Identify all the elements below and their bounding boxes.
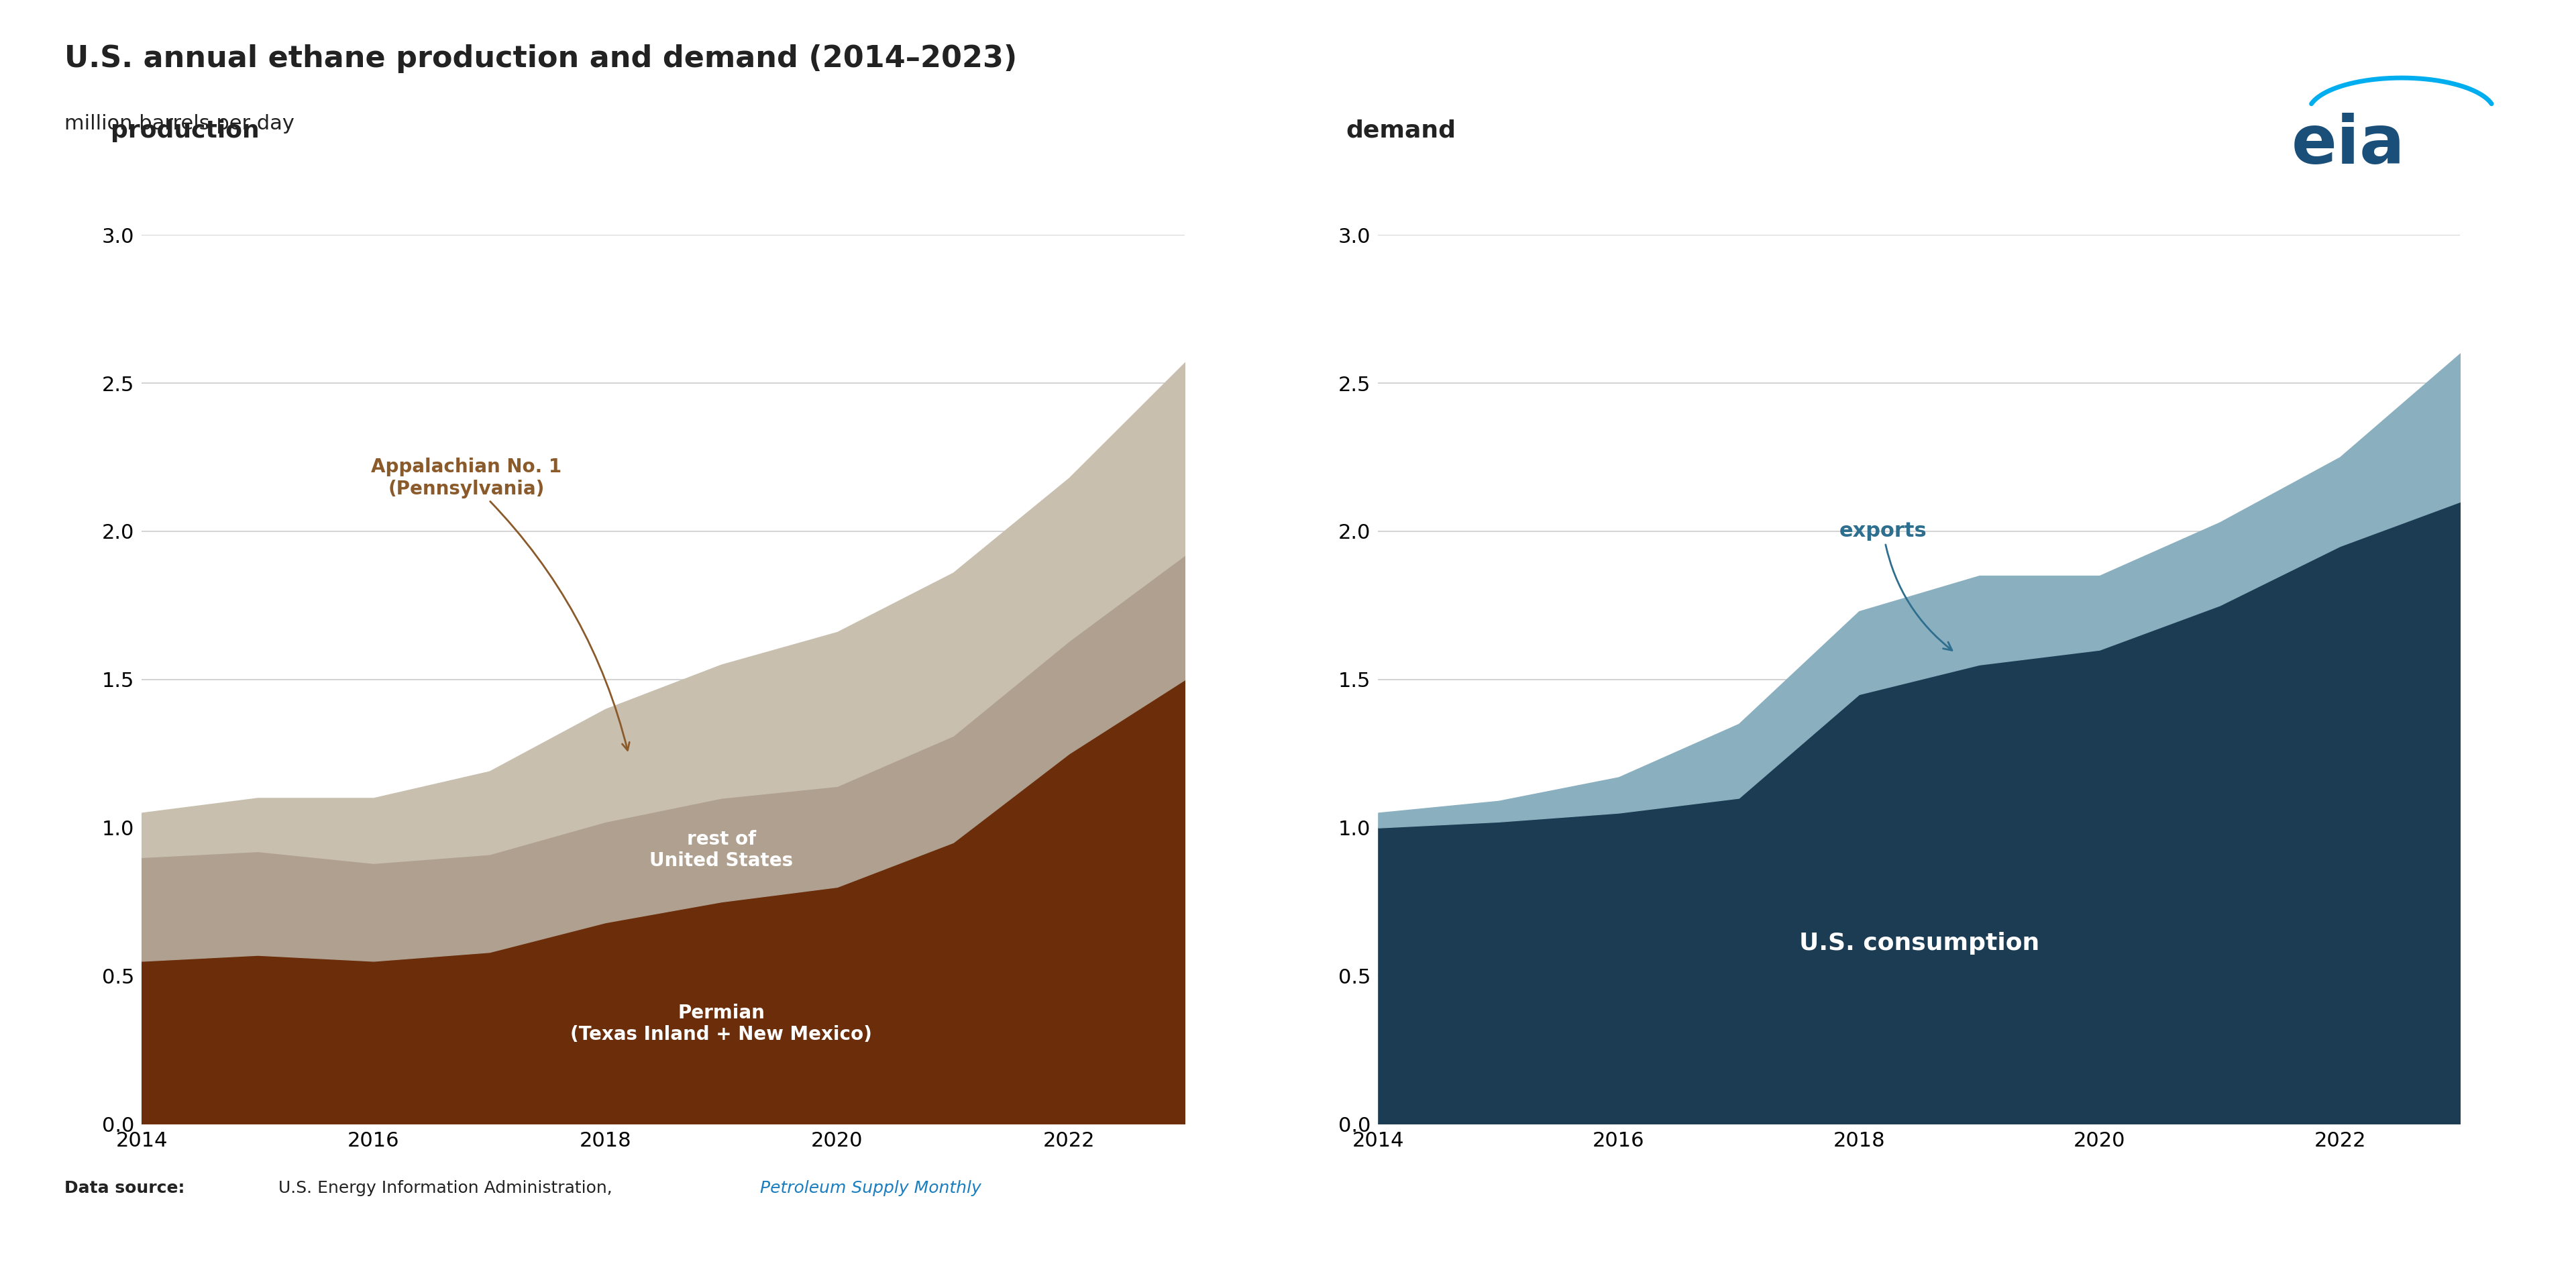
Text: demand: demand bbox=[1345, 119, 1455, 142]
Text: U.S. annual ethane production and demand (2014–2023): U.S. annual ethane production and demand… bbox=[64, 44, 1018, 74]
Text: Petroleum Supply Monthly: Petroleum Supply Monthly bbox=[760, 1180, 981, 1196]
Text: million barrels per day: million barrels per day bbox=[64, 114, 294, 133]
Text: Data source:: Data source: bbox=[64, 1180, 185, 1196]
Text: production: production bbox=[111, 119, 260, 142]
Text: U.S. consumption: U.S. consumption bbox=[1798, 932, 2040, 955]
Text: U.S. Energy Information Administration,: U.S. Energy Information Administration, bbox=[273, 1180, 618, 1196]
Text: eia: eia bbox=[2293, 113, 2406, 178]
Text: Appalachian No. 1
(Pennsylvania): Appalachian No. 1 (Pennsylvania) bbox=[371, 457, 629, 751]
Text: exports: exports bbox=[1839, 522, 1953, 650]
Text: rest of
United States: rest of United States bbox=[649, 829, 793, 870]
Text: Permian
(Texas Inland + New Mexico): Permian (Texas Inland + New Mexico) bbox=[569, 1003, 873, 1044]
